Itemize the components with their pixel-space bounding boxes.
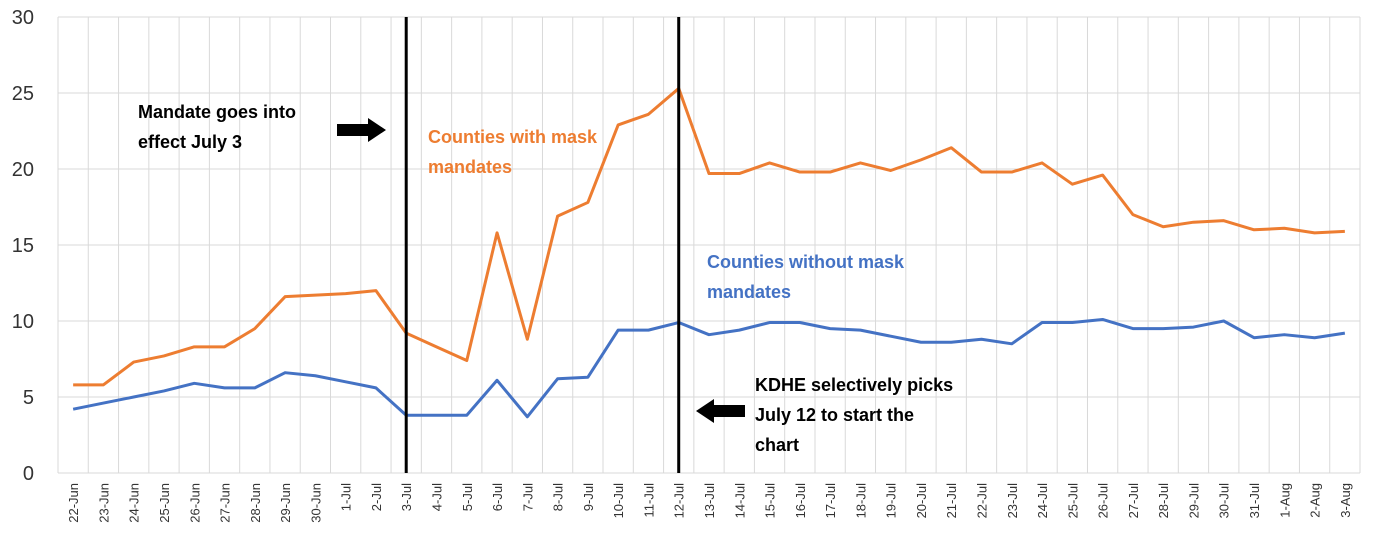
x-tick-label: 20-Jul	[914, 483, 929, 519]
x-tick-label: 28-Jul	[1156, 483, 1171, 519]
y-tick-label: 15	[12, 235, 34, 257]
x-tick-label: 22-Jul	[975, 483, 990, 519]
x-tick-label: 19-Jul	[884, 483, 899, 519]
x-tick-label: 24-Jul	[1035, 483, 1050, 519]
y-tick-label: 10	[12, 311, 34, 333]
x-tick-label: 18-Jul	[853, 483, 868, 519]
x-tick-label: 23-Jun	[96, 483, 111, 523]
x-tick-label: 31-Jul	[1247, 483, 1262, 519]
series-label: Counties without mask mandates	[707, 252, 905, 302]
x-tick-label: 14-Jul	[732, 483, 747, 519]
x-tick-label: 10-Jul	[611, 483, 626, 519]
arrow	[696, 399, 745, 423]
x-tick-label: 16-Jul	[793, 483, 808, 519]
x-tick-label: 1-Aug	[1277, 483, 1292, 518]
x-tick-label: 28-Jun	[248, 483, 263, 523]
x-tick-label: 7-Jul	[520, 483, 535, 511]
annotation: KDHE selectively picks July 12 to start …	[755, 375, 954, 455]
arrow	[337, 118, 386, 142]
series-line	[72, 317, 1346, 419]
x-tick-label: 25-Jun	[157, 483, 172, 523]
x-tick-label: 3-Jul	[399, 483, 414, 511]
x-tick-label: 17-Jul	[823, 483, 838, 519]
y-tick-label: 20	[12, 159, 34, 181]
x-tick-label: 30-Jun	[308, 483, 323, 523]
x-tick-label: 26-Jun	[187, 483, 202, 523]
y-tick-label: 5	[23, 387, 34, 409]
x-tick-label: 21-Jul	[944, 483, 959, 519]
y-tick-label: 25	[12, 83, 34, 105]
x-tick-label: 23-Jul	[1005, 483, 1020, 519]
x-tick-label: 25-Jul	[1065, 483, 1080, 519]
x-tick-label: 8-Jul	[551, 483, 566, 511]
series-line	[73, 86, 1345, 387]
x-tick-label: 27-Jul	[1126, 483, 1141, 519]
series-label: Counties with mask mandates	[428, 127, 598, 177]
x-tick-label: 2-Jul	[369, 483, 384, 511]
y-tick-label: 30	[12, 7, 34, 29]
x-tick-label: 9-Jul	[581, 483, 596, 511]
x-tick-label: 15-Jul	[763, 483, 778, 519]
x-tick-label: 30-Jul	[1217, 483, 1232, 519]
x-tick-label: 24-Jun	[127, 483, 142, 523]
x-tick-label: 22-Jun	[66, 483, 81, 523]
x-tick-label: 26-Jul	[1096, 483, 1111, 519]
y-tick-label: 0	[23, 463, 34, 485]
x-tick-label: 29-Jul	[1186, 483, 1201, 519]
x-tick-label: 13-Jul	[702, 483, 717, 519]
x-tick-label: 12-Jul	[672, 483, 687, 519]
x-tick-label: 6-Jul	[490, 483, 505, 511]
x-tick-label: 4-Jul	[429, 483, 444, 511]
x-tick-label: 11-Jul	[641, 483, 656, 518]
x-tick-label: 3-Aug	[1338, 483, 1353, 518]
annotation: Mandate goes into effect July 3	[138, 102, 297, 152]
x-tick-label: 2-Aug	[1308, 483, 1323, 518]
x-tick-label: 1-Jul	[339, 483, 354, 511]
x-tick-label: 27-Jun	[218, 483, 233, 523]
x-tick-label: 29-Jun	[278, 483, 293, 523]
x-tick-label: 5-Jul	[460, 483, 475, 511]
